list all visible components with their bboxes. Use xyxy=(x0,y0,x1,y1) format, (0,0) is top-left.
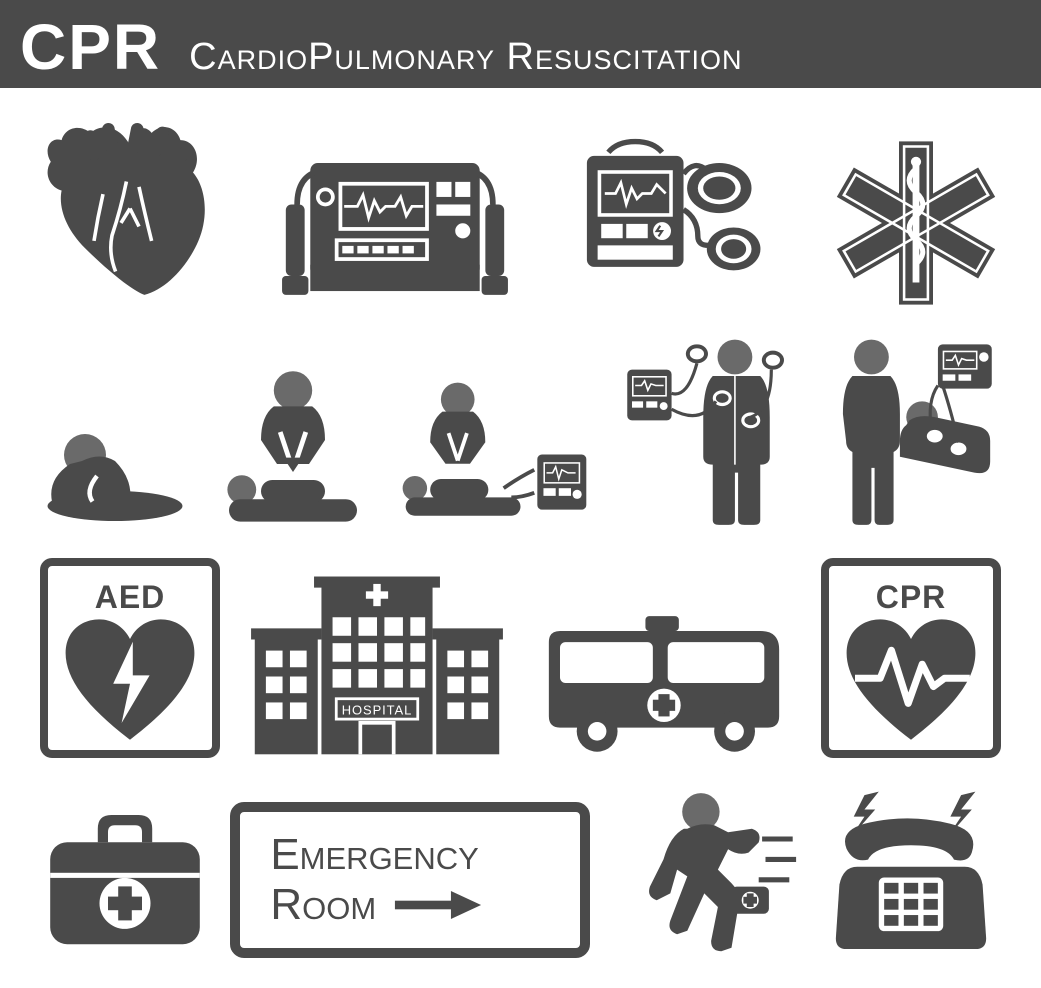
emergency-phone-icon xyxy=(821,788,1001,958)
first-aid-kit-icon xyxy=(40,808,210,958)
star-of-life-icon xyxy=(831,138,1001,308)
aed-sign-icon: AED xyxy=(40,558,220,758)
cpr-with-aed-icon xyxy=(396,378,596,528)
title-header: CPR CardioPulmonary Resuscitation xyxy=(0,0,1041,88)
aed-sign-label: AED xyxy=(95,579,166,616)
chest-compression-icon xyxy=(213,368,373,528)
cpr-sign-icon: CPR xyxy=(821,558,1001,758)
running-medic-icon xyxy=(611,788,801,958)
er-line1: Emergency xyxy=(270,830,478,880)
title-full: CardioPulmonary Resuscitation xyxy=(189,36,742,79)
row-4: Emergency Room xyxy=(40,788,1001,958)
row-2 xyxy=(40,338,1001,528)
er-line2: Room xyxy=(270,880,376,930)
defibrillator-icon xyxy=(280,148,510,308)
patient-monitoring-icon xyxy=(821,338,1001,528)
aed-device-icon xyxy=(571,138,771,308)
icon-grid: AED xyxy=(0,88,1041,988)
hospital-building-icon: HOSPITAL xyxy=(247,558,507,758)
emergency-room-sign-icon: Emergency Room xyxy=(230,802,590,958)
row-3: AED xyxy=(40,558,1001,758)
hospital-label: HOSPITAL xyxy=(342,702,413,717)
cpr-sign-label: CPR xyxy=(876,579,947,616)
arrow-right-icon xyxy=(394,891,482,919)
heart-organ-icon xyxy=(40,118,220,308)
person-with-pads-icon xyxy=(618,338,798,528)
title-acronym: CPR xyxy=(20,10,161,84)
row-1 xyxy=(40,118,1001,308)
ambulance-icon xyxy=(534,608,794,758)
collapsed-person-icon xyxy=(40,418,190,528)
